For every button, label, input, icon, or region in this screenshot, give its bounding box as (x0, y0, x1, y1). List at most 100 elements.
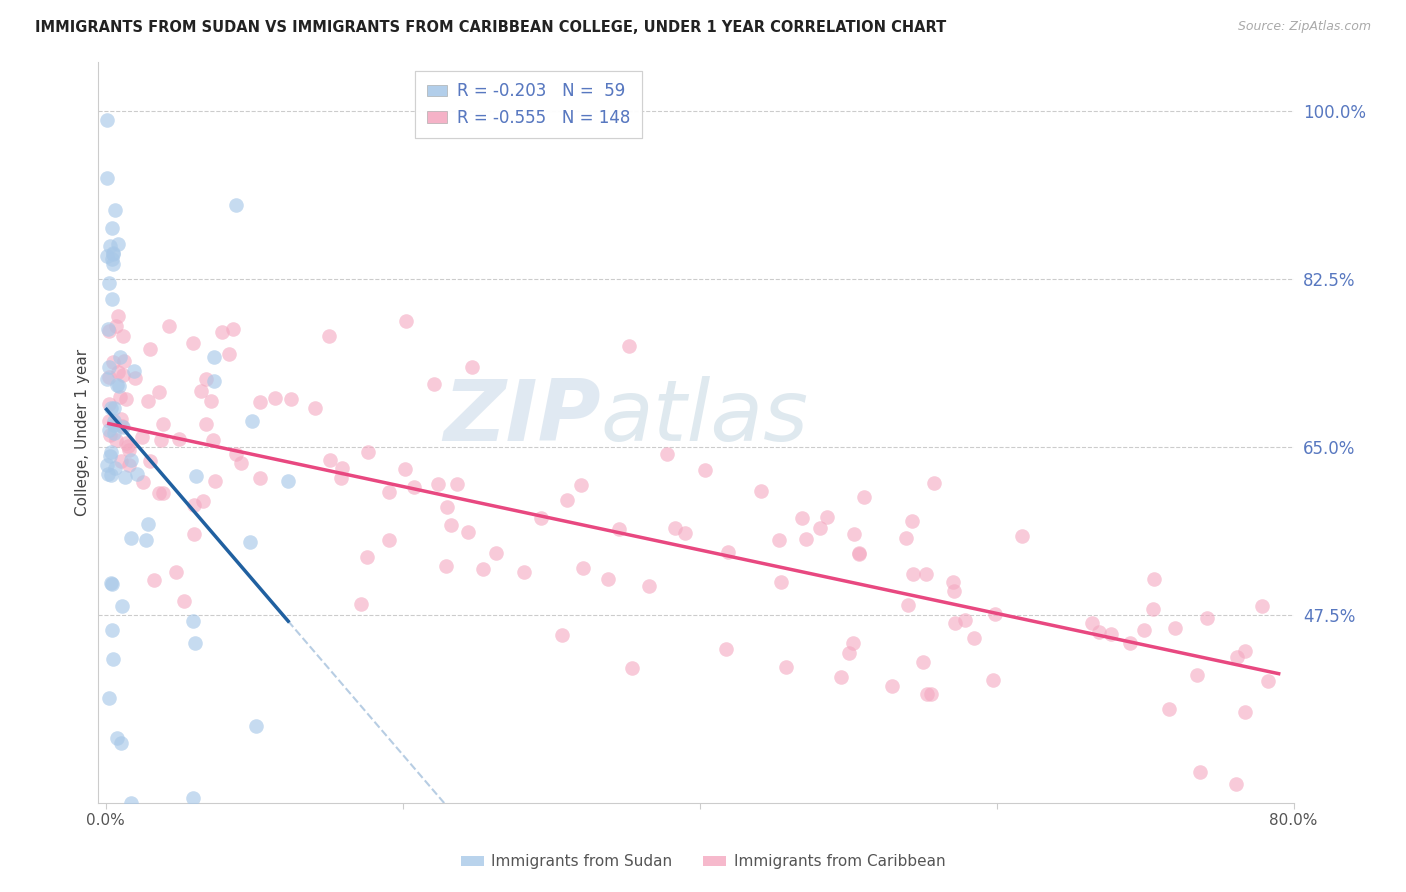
Point (98, 428, 121, 442)
Point (768, 533, 790, 548)
Point (330, 461, 353, 475)
Legend: Immigrants from Sudan, Immigrants from Caribbean: Immigrants from Sudan, Immigrants from C… (454, 848, 952, 875)
Point (264, 392, 287, 406)
Point (915, 687, 938, 701)
Point (1188, 764, 1211, 779)
Point (131, 430, 153, 444)
Point (97, 413, 120, 427)
Point (815, 510, 838, 524)
Point (152, 485, 174, 500)
Point (304, 401, 326, 415)
Point (112, 329, 135, 343)
Point (945, 615, 967, 630)
Point (844, 527, 866, 541)
Point (1143, 573, 1166, 587)
Point (621, 661, 644, 675)
Point (911, 655, 934, 669)
Point (173, 594, 195, 608)
Point (204, 474, 226, 488)
Point (117, 439, 139, 453)
Point (1257, 674, 1279, 689)
Point (103, 401, 125, 415)
Point (184, 469, 207, 483)
Point (110, 412, 132, 426)
Point (848, 547, 870, 561)
Text: atlas: atlas (600, 376, 808, 459)
Point (1226, 650, 1249, 665)
Point (915, 567, 938, 582)
Point (120, 531, 142, 545)
Point (100, 445, 122, 459)
Point (107, 310, 129, 324)
Point (181, 335, 204, 350)
Point (148, 486, 170, 500)
Point (101, 247, 124, 261)
Point (222, 322, 245, 336)
Point (894, 531, 917, 545)
Point (848, 546, 870, 560)
Point (984, 607, 1007, 621)
Point (101, 293, 124, 307)
Point (100, 575, 122, 590)
Point (107, 365, 129, 379)
Point (105, 319, 128, 334)
Point (120, 452, 142, 467)
Point (882, 679, 904, 693)
Point (152, 417, 174, 431)
Point (101, 355, 124, 369)
Point (110, 350, 132, 364)
Point (103, 414, 125, 428)
Point (239, 534, 262, 549)
Point (240, 415, 263, 429)
Point (838, 646, 860, 660)
Point (471, 561, 494, 575)
Point (165, 565, 187, 579)
Point (277, 474, 299, 488)
Point (461, 359, 484, 374)
Point (1197, 610, 1219, 624)
Point (110, 390, 132, 404)
Point (122, 364, 145, 378)
Point (150, 433, 173, 447)
Point (136, 394, 159, 409)
Point (775, 660, 797, 674)
Point (200, 393, 222, 408)
Point (97, 325, 120, 339)
Point (920, 687, 942, 701)
Point (98, 239, 121, 253)
Point (97, 370, 120, 384)
Point (249, 471, 271, 485)
Point (1011, 529, 1033, 543)
Point (231, 456, 253, 470)
Point (607, 522, 630, 536)
Point (96, 372, 118, 386)
Point (1251, 599, 1274, 613)
Point (142, 573, 165, 587)
Point (770, 574, 793, 589)
Point (402, 480, 425, 494)
Point (617, 339, 640, 353)
Point (97, 396, 120, 410)
Point (204, 350, 226, 364)
Point (183, 498, 205, 512)
Point (440, 518, 463, 533)
Point (638, 579, 661, 593)
Point (394, 462, 416, 476)
Point (714, 641, 737, 656)
Point (446, 477, 468, 491)
Point (98, 449, 121, 463)
Point (922, 475, 945, 490)
Point (423, 376, 446, 391)
Text: IMMIGRANTS FROM SUDAN VS IMMIGRANTS FROM CARIBBEAN COLLEGE, UNDER 1 YEAR CORRELA: IMMIGRANTS FROM SUDAN VS IMMIGRANTS FROM… (35, 20, 946, 35)
Point (551, 628, 574, 642)
Point (1233, 705, 1256, 719)
Point (98, 690, 121, 705)
Point (183, 527, 205, 541)
Point (530, 511, 553, 525)
Point (98, 359, 121, 374)
Point (190, 384, 212, 398)
Point (810, 520, 832, 534)
Point (181, 790, 204, 805)
Y-axis label: College, Under 1 year: College, Under 1 year (75, 349, 90, 516)
Point (1185, 668, 1208, 682)
